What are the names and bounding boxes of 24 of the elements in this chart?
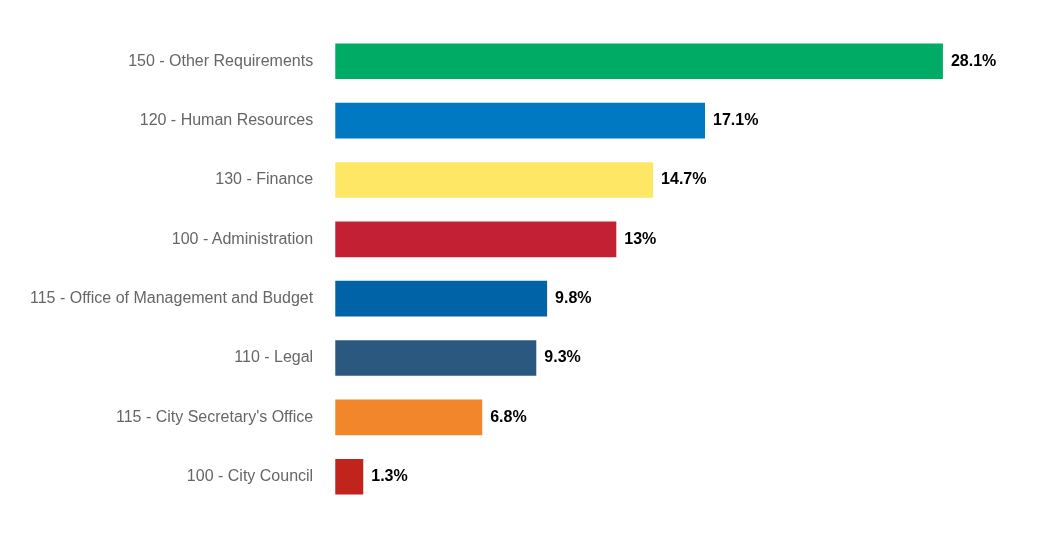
bar (335, 102, 705, 139)
y-tick-label: 110 - Legal (234, 348, 314, 366)
data-label: 1.3% (371, 467, 408, 485)
bar (335, 280, 548, 317)
y-tick-label: 130 - Finance (215, 170, 314, 188)
bar (335, 399, 483, 436)
bar (335, 43, 943, 80)
bar (335, 162, 654, 198)
data-label: 9.3% (544, 348, 581, 366)
bar (335, 340, 537, 376)
data-label: 17.1% (712, 111, 759, 129)
y-tick-label: 100 - Administration (171, 229, 314, 247)
data-label: 14.7% (661, 170, 707, 188)
y-tick-label: 100 - City Council (186, 467, 314, 485)
y-tick-label: 115 - City Secretary's Office (115, 407, 314, 425)
bar (335, 458, 364, 495)
y-tick-label: 120 - Human Resources (139, 111, 314, 129)
data-label: 13% (624, 229, 657, 247)
data-label: 9.8% (555, 289, 592, 307)
bar (335, 221, 617, 258)
y-tick-label: 150 - Other Requirements (128, 51, 314, 69)
data-label: 28.1% (950, 51, 997, 69)
y-tick-label: 115 - Office of Management and Budget (29, 289, 314, 307)
data-label: 6.8% (490, 407, 527, 425)
